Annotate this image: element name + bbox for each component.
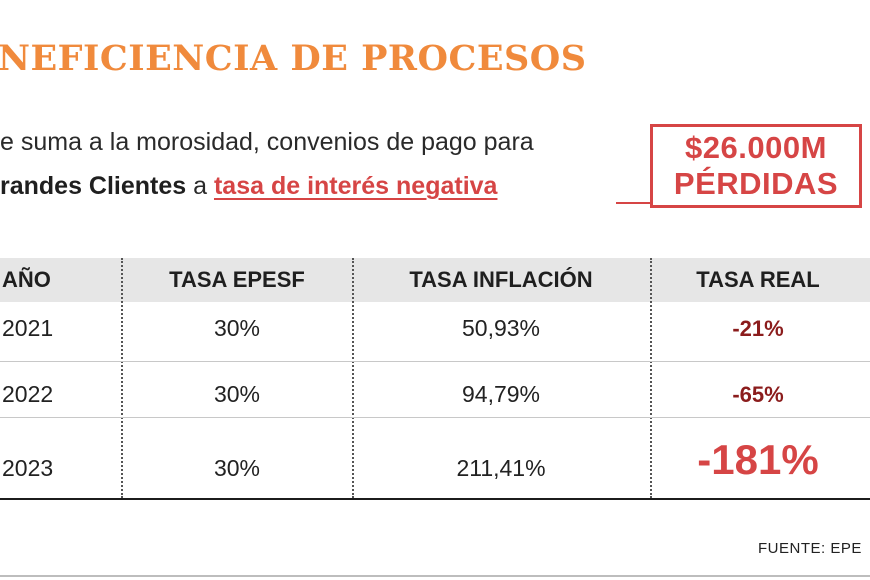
intro-bold-text: randes Clientes [0,172,187,200]
interest-rate-link[interactable]: tasa de interés negativa [213,172,498,200]
column-divider [650,258,652,498]
column-header-rate-epesf: TASA EPESF [169,267,305,292]
cell-rate-epesf: 30% [213,455,261,481]
cell-year: 2023 [2,455,54,481]
footer-rule [0,575,870,577]
column-divider [121,258,123,498]
page-title: NEFICIENCIA DE PROCESOS [0,38,587,79]
column-header-rate-real: TASA REAL [696,267,820,292]
row-divider [0,417,870,418]
losses-amount: $26.000M [685,130,827,165]
table-bottom-rule [0,498,870,500]
cell-year: 2021 [2,315,54,341]
intro-text: e suma a la morosidad, convenios de pago… [0,120,534,208]
column-header-rate-inflation: TASA INFLACIÓN [409,267,593,292]
cell-rate-inflation: 94,79% [461,381,540,407]
cell-rate-real: -65% [732,382,784,407]
losses-label: PÉRDIDAS [673,166,839,201]
column-divider [352,258,354,498]
cell-rate-epesf: 30% [213,315,261,341]
row-divider [0,361,870,362]
cell-rate-real-highlight: -181% [697,436,819,483]
cell-rate-epesf: 30% [213,381,261,407]
intro-line-2: randes Clientes a tasa de interés negati… [0,164,534,208]
table-header-band [0,258,870,302]
source-credit: FUENTE: EPE [758,540,862,557]
cell-rate-inflation: 211,41% [456,455,546,481]
losses-badge: $26.000M PÉRDIDAS [650,124,862,208]
intro-connector: a [186,172,214,200]
column-header-year: AÑO [2,267,51,292]
cell-rate-real: -21% [732,316,784,341]
link-underline-connector [616,202,652,204]
cell-year: 2022 [2,381,54,407]
cell-rate-inflation: 50,93% [461,315,540,341]
intro-line-1: e suma a la morosidad, convenios de pago… [0,128,534,156]
